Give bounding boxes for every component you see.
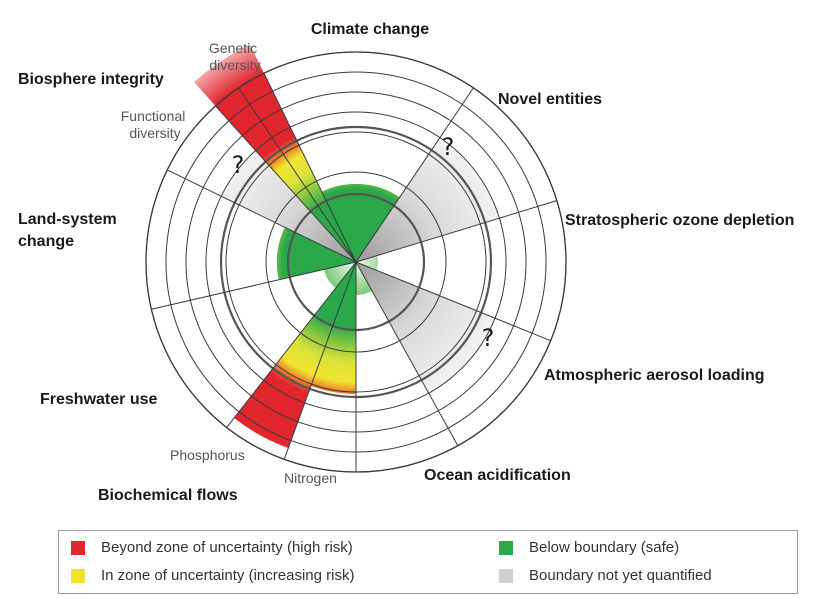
wedge-ozone-depletion xyxy=(356,255,379,271)
label-genetic-diversity-line2: diversity xyxy=(209,57,260,73)
label-freshwater-use: Freshwater use xyxy=(40,391,157,408)
wedge-ocean-acidification xyxy=(356,262,372,295)
legend-swatch-high-risk xyxy=(71,540,85,555)
wedge-land-system-change xyxy=(276,227,356,280)
label-ozone-depletion: Stratospheric ozone depletion xyxy=(565,212,794,229)
legend-item-safe: Below boundary (safe) xyxy=(499,539,679,556)
wedge-aerosol-loading xyxy=(356,262,496,394)
legend-swatch-not-quantified xyxy=(499,568,513,583)
novel-entities-unknown-mark: ? xyxy=(442,133,455,161)
wedge-functional-diversity xyxy=(221,150,356,262)
label-aerosol-loading: Atmospheric aerosol loading xyxy=(544,367,764,384)
grid-spoke-5 xyxy=(355,261,459,446)
chart-wedges xyxy=(194,44,500,449)
wedge-climate-change xyxy=(312,183,400,262)
wedge-novel-entities xyxy=(356,137,500,262)
grid-spoke-12 xyxy=(263,73,357,263)
wedge-nitrogen xyxy=(234,262,356,449)
wedge-freshwater-use xyxy=(323,262,356,288)
legend-label-increasing-risk: In zone of uncertainty (increasing risk) xyxy=(101,567,355,584)
label-land-system-change: Land-system change xyxy=(18,211,121,250)
legend-item-increasing-risk: In zone of uncertainty (increasing risk) xyxy=(71,567,354,584)
planetary-boundaries-chart: Climate change Novel entities Stratosphe… xyxy=(18,21,794,504)
wedge-phosphorus xyxy=(310,262,356,394)
label-land-system-change-line1: Land-system xyxy=(18,211,117,228)
label-biochemical-flows: Biochemical flows xyxy=(98,487,238,504)
label-genetic-diversity-line1: Genetic xyxy=(209,40,257,56)
legend-item-high-risk: Beyond zone of uncertainty (high risk) xyxy=(71,539,353,556)
grid-spoke-9 xyxy=(151,261,357,310)
label-functional-diversity: Functional diversity xyxy=(121,108,189,141)
label-biosphere-integrity: Biosphere integrity xyxy=(18,71,164,88)
label-climate-change: Climate change xyxy=(311,21,429,38)
aerosol-unknown-mark: ? xyxy=(482,324,495,352)
label-functional-diversity-line1: Functional xyxy=(121,108,186,124)
grid-spoke-2 xyxy=(355,87,474,263)
grid-spoke-11 xyxy=(215,105,357,263)
label-genetic-diversity: Genetic diversity xyxy=(209,40,261,73)
label-novel-entities: Novel entities xyxy=(498,91,602,108)
label-land-system-change-line2: change xyxy=(18,233,74,250)
legend-swatch-safe xyxy=(499,540,513,555)
legend: Beyond zone of uncertainty (high risk) I… xyxy=(58,530,798,594)
legend-label-not-quantified: Boundary not yet quantified xyxy=(529,567,712,584)
label-ocean-acidification: Ocean acidification xyxy=(424,467,571,484)
grid-spoke-1 xyxy=(238,87,357,263)
label-phosphorus: Phosphorus xyxy=(170,447,245,463)
legend-swatch-increasing-risk xyxy=(71,568,85,583)
label-nitrogen: Nitrogen xyxy=(284,470,337,486)
grid-spoke-4 xyxy=(355,261,551,342)
legend-label-safe: Below boundary (safe) xyxy=(529,539,680,556)
label-functional-diversity-line2: diversity xyxy=(129,125,180,141)
grid-spoke-8 xyxy=(226,261,357,428)
functional-diversity-unknown-mark: ? xyxy=(232,151,245,179)
legend-item-not-quantified: Boundary not yet quantified xyxy=(499,567,712,584)
grid-spoke-10 xyxy=(167,169,357,263)
chart-grid xyxy=(145,51,567,473)
grid-spoke-7 xyxy=(283,261,357,460)
grid-spoke-3 xyxy=(355,200,557,263)
legend-label-high-risk: Beyond zone of uncertainty (high risk) xyxy=(101,539,353,556)
